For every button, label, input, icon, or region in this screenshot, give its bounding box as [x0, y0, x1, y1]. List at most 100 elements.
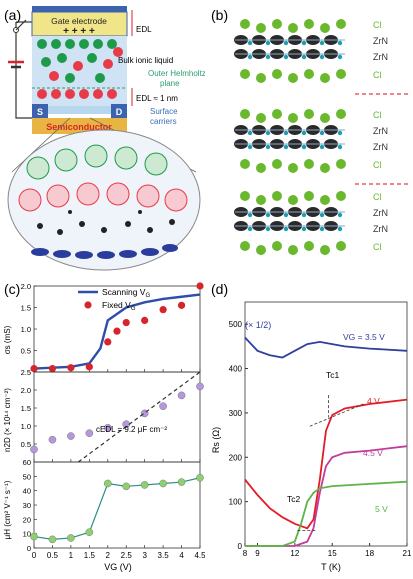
zoom-anions — [26, 144, 168, 180]
gate-charges: + + + + — [63, 26, 95, 37]
data-point — [196, 382, 204, 391]
cl-atom — [240, 109, 250, 119]
panel-c-label: (c) — [4, 281, 20, 297]
x-tick-label: 4.5 — [194, 551, 205, 560]
bulk-label: Bulk ionic liquid — [118, 56, 173, 65]
zoom-cations — [18, 182, 188, 212]
n-atom — [283, 226, 289, 232]
cl-atom — [336, 69, 346, 79]
n-atom — [247, 130, 253, 136]
cl-atom — [240, 191, 250, 201]
layer-label: Cl — [373, 192, 382, 202]
edl-top-label: EDL — [136, 25, 152, 34]
n-atom — [301, 40, 307, 46]
x-tick-label: 0.5 — [47, 551, 59, 560]
cl-atom — [336, 191, 346, 201]
n-atom — [337, 54, 343, 60]
y-tick-label: 2.0 — [21, 386, 31, 395]
circuit-wire-bottom — [15, 75, 32, 119]
carriers-label-2: carriers — [150, 117, 177, 126]
y-tick-label: 30 — [23, 501, 31, 510]
panel-b-figure: (b) Cl ZrN ZrN Cl Cl ZrN ZrN Cl Cl ZrN ZrN Cl — [211, 7, 411, 255]
x-tick-label: 4 — [179, 551, 184, 560]
data-point — [67, 364, 75, 372]
data-point — [159, 306, 167, 314]
curve — [245, 445, 408, 547]
cl-atom — [288, 195, 298, 205]
data-point — [122, 482, 131, 491]
layer-label: ZrN — [373, 126, 388, 136]
data-point — [177, 478, 186, 486]
plot-frame — [33, 371, 201, 463]
layer-label: ZrN — [373, 208, 388, 218]
cedl-annotation: cEDL = 9.2 μF cm⁻² — [96, 425, 167, 434]
y-tick-label: 2.0 — [21, 282, 31, 291]
n-atom — [301, 212, 307, 218]
cl-atom — [320, 245, 330, 255]
anion-row-top — [37, 39, 117, 49]
cl-atom — [288, 245, 298, 255]
x-tick-label: 1 — [69, 551, 74, 560]
panel-c-chart: (c) 0.51.01.52.00.51.01.52.02.5010203040… — [3, 281, 206, 572]
y-tick-label: 1.5 — [21, 304, 31, 313]
data-point — [30, 445, 38, 454]
cl-atom — [304, 159, 314, 169]
data-point — [140, 481, 149, 489]
x-tick-label: 9 — [255, 549, 260, 558]
y-tick-label: 400 — [229, 365, 243, 374]
layer-label: Cl — [373, 70, 382, 80]
y-tick-label: 0.5 — [21, 347, 31, 356]
surface-carrier-layer — [32, 106, 127, 114]
data-point — [85, 429, 94, 437]
x-tick-label: 0 — [32, 551, 37, 560]
x-tick-label: 1.5 — [84, 551, 96, 560]
data-point — [104, 338, 112, 346]
panel-a-figure: (a) Gate electrode + + + + S D Semicondu… — [4, 6, 206, 271]
cl-atom — [288, 73, 298, 83]
ohp-label: Outer Helmholtz — [148, 69, 205, 78]
n-atom — [283, 212, 289, 218]
panel-d-label: (d) — [211, 281, 228, 297]
edl-bottom-label: EDL ≈ 1 nm — [136, 94, 178, 103]
zoom-molecules — [37, 210, 175, 235]
semiconductor-label: Semiconductor — [46, 122, 112, 132]
y-tick-label: 0.5 — [21, 440, 31, 449]
x-tick-label: 3.5 — [158, 551, 170, 560]
curve-label: VG = 3.5 V — [343, 332, 385, 342]
cl-atom — [336, 109, 346, 119]
data-point — [122, 318, 130, 327]
n-atom — [247, 144, 253, 150]
n-atom — [301, 226, 307, 232]
data-point — [67, 534, 75, 542]
curve — [245, 480, 408, 547]
data-point — [103, 479, 112, 488]
cl-atom — [320, 23, 330, 33]
curve-label: 4.5 V — [363, 448, 383, 458]
data-point — [85, 363, 93, 371]
data-point — [85, 528, 94, 537]
n-atom — [319, 212, 325, 218]
curve — [244, 398, 408, 530]
cl-atom — [256, 73, 266, 83]
layer-label: Cl — [373, 110, 382, 120]
data-point — [48, 364, 57, 373]
cl-atom — [288, 113, 298, 123]
n-atom — [265, 54, 271, 60]
cl-atom — [272, 159, 282, 169]
ylabel-mu: μH (cm² V⁻¹ s⁻¹) — [3, 480, 12, 539]
data-point — [67, 432, 75, 440]
plot-frame — [33, 461, 201, 549]
zoom-lattice — [31, 244, 178, 259]
data-point — [113, 327, 121, 335]
n-atom — [319, 40, 325, 46]
n-atom — [319, 54, 325, 60]
n-atom — [265, 130, 271, 136]
cl-atom — [272, 19, 282, 29]
source-label: S — [37, 107, 43, 117]
cl-atom — [240, 159, 250, 169]
cation-row-bottom — [37, 89, 117, 99]
n-atom — [337, 40, 343, 46]
n-atom — [319, 226, 325, 232]
y-tick-label: 50 — [23, 472, 31, 481]
layer-label: ZrN — [373, 52, 388, 62]
